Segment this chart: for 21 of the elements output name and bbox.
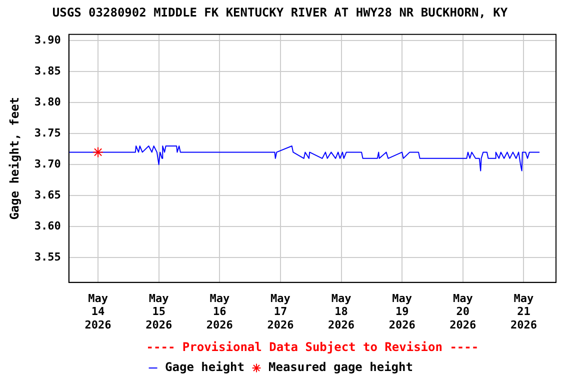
y-tick-label: 3.85 — [34, 64, 61, 78]
x-tick-label: May 15 2026 — [146, 292, 172, 332]
text: ---- Provisional Data Subject to Revision ---- — [146, 340, 479, 354]
chart-title: USGS 03280902 MIDDLE FK KENTUCKY RIVER AT HWY28 NR BUCKHORN, KY — [52, 5, 508, 20]
x-tick-label: May 18 2026 — [328, 292, 355, 332]
x-tick-label: May 16 2026 — [206, 292, 234, 332]
legend-label: Gage height — [165, 360, 245, 374]
y-tick-label: 3.75 — [34, 126, 61, 140]
x-tick-label: May 20 2026 — [450, 292, 477, 332]
y-tick-label: 3.70 — [34, 157, 61, 170]
y-tick-label: 3.80 — [34, 95, 61, 108]
x-tick-label: May 14 2026 — [84, 292, 112, 332]
x-tick-label: May 17 2026 — [267, 292, 294, 332]
x-tick-label: May 21 2026 — [510, 292, 538, 332]
y-tick-label: 3.60 — [34, 219, 61, 232]
legend-label: Measured gage height — [268, 360, 413, 374]
y-tick-label: 3.55 — [34, 250, 61, 264]
x-tick-label: May 19 2026 — [388, 292, 416, 332]
y-tick-label: 3.90 — [34, 33, 61, 46]
y-tick-label: 3.65 — [34, 188, 61, 202]
y-axis-title: Gage height, feet — [7, 96, 22, 220]
